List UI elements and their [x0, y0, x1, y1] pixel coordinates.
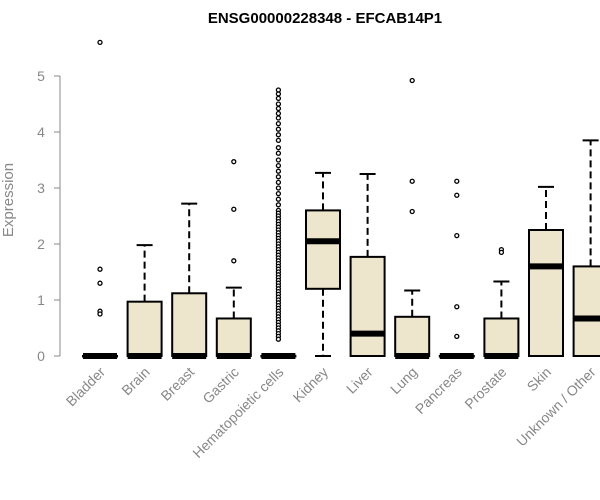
outlier-point — [275, 137, 282, 144]
outlier-point — [454, 333, 460, 340]
outlier-point — [275, 179, 282, 186]
y-tick-label: 4 — [37, 124, 45, 140]
outlier-point — [275, 162, 282, 169]
outlier-point — [275, 115, 282, 121]
x-category-label: Unknown / Other — [513, 364, 599, 450]
box-series — [82, 39, 600, 359]
outlier-point — [409, 208, 415, 215]
outlier-point — [231, 258, 237, 264]
outlier-point — [275, 336, 282, 342]
x-category-label: Pancreas — [412, 364, 465, 417]
x-category-label: Skin — [524, 364, 555, 395]
box-body — [215, 317, 252, 358]
y-tick-label: 5 — [37, 68, 45, 84]
outlier-point — [275, 157, 282, 163]
outlier-point — [275, 196, 282, 202]
x-category-label: Gastric — [199, 364, 242, 407]
x-category-label: Lung — [387, 364, 420, 397]
box-body — [349, 255, 386, 358]
box-body — [126, 300, 163, 357]
chart-title: ENSG00000228348 - EFCAB14P1 — [208, 10, 442, 27]
box-bladder — [82, 39, 118, 359]
box-kidney — [305, 171, 341, 357]
box-body — [572, 265, 600, 357]
y-tick-label: 3 — [37, 180, 45, 196]
box-brain — [126, 244, 163, 359]
outlier-point — [275, 145, 282, 151]
outlier-point — [275, 101, 282, 107]
box-skin — [528, 185, 564, 357]
box-lung — [394, 77, 431, 359]
outlier-point — [454, 232, 460, 239]
outlier-point — [498, 249, 505, 256]
box-liver — [349, 173, 386, 358]
outlier-point — [275, 132, 282, 138]
outlier-point — [97, 266, 103, 272]
y-tick-label: 0 — [37, 348, 45, 364]
box-body — [528, 229, 564, 357]
outlier-point — [275, 110, 282, 117]
box-body — [394, 315, 431, 357]
outlier-point — [409, 178, 415, 184]
y-axis: 0 1 2 3 4 5 — [37, 68, 61, 364]
box-body — [171, 292, 208, 357]
outlier-point — [275, 150, 282, 156]
outlier-point — [454, 192, 460, 198]
outlier-point — [409, 77, 415, 84]
box-body — [305, 209, 341, 290]
box-hematopoietic-cells — [260, 87, 297, 359]
y-tick-label: 1 — [37, 292, 45, 308]
y-axis-label: Expression — [0, 163, 17, 237]
x-category-label: Brain — [118, 364, 152, 398]
x-category-label: Liver — [343, 364, 376, 397]
outlier-point — [275, 185, 282, 191]
outlier-point — [97, 39, 103, 46]
outlier-point — [231, 159, 237, 165]
outlier-point — [275, 105, 282, 112]
outlier-point — [275, 126, 282, 132]
outlier-point — [231, 206, 237, 212]
box-unknown-other — [572, 139, 600, 357]
outlier-point — [275, 91, 282, 97]
x-category-label: Kidney — [290, 364, 332, 406]
outlier-point — [275, 120, 282, 127]
box-pancreas — [438, 178, 475, 359]
outlier-point — [97, 280, 103, 286]
outlier-point — [454, 304, 460, 310]
x-category-label: Bladder — [63, 364, 109, 410]
outlier-point — [275, 174, 282, 180]
box-breast — [171, 202, 208, 359]
outlier-point — [275, 168, 282, 174]
box-gastric — [215, 159, 252, 359]
x-category-label: Breast — [157, 364, 197, 404]
box-body — [483, 317, 520, 358]
outlier-point — [97, 311, 103, 317]
y-tick-label: 2 — [37, 236, 45, 252]
x-category-label: Prostate — [461, 364, 509, 412]
outlier-point — [275, 202, 282, 208]
box-prostate — [483, 246, 520, 359]
outlier-point — [275, 95, 282, 102]
outlier-point — [275, 190, 282, 197]
outlier-point — [454, 178, 460, 184]
